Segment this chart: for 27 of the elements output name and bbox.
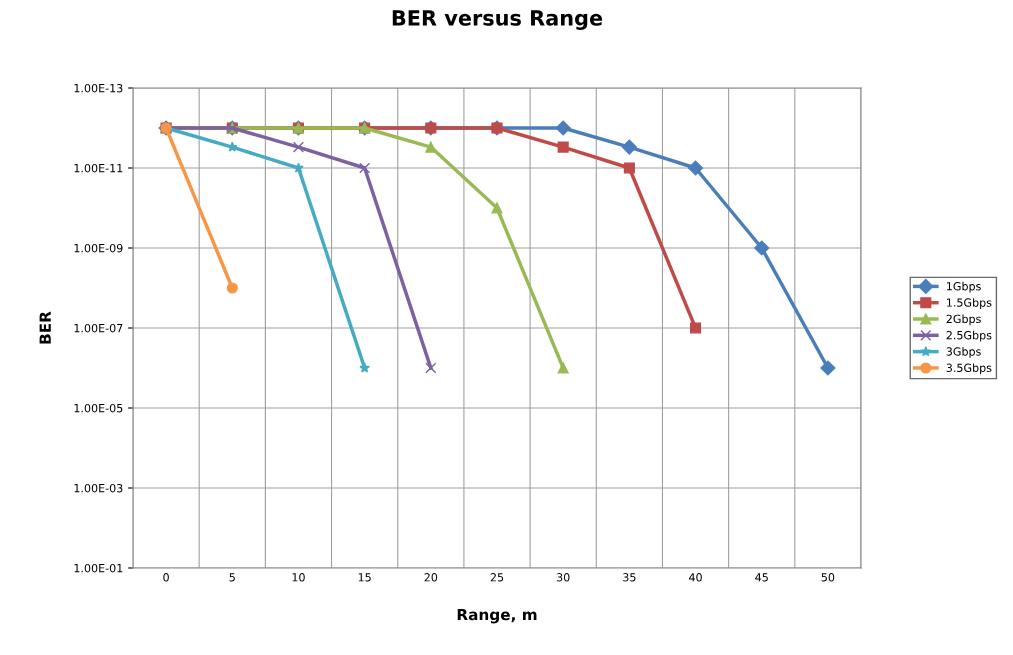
legend-label: 3.5Gbps bbox=[946, 363, 992, 375]
legend-label: 1Gbps bbox=[947, 281, 981, 293]
y-tick-label: 1.00E-03 bbox=[74, 483, 123, 493]
x-tick-label: 0 bbox=[163, 573, 169, 582]
x-tick-label: 15 bbox=[358, 573, 371, 582]
x-tick-label: 45 bbox=[755, 573, 768, 582]
x-tick-label: 5 bbox=[229, 573, 235, 582]
x-axis-title: Range, m bbox=[457, 608, 537, 624]
chart-title: BER versus Range bbox=[392, 10, 603, 30]
y-tick-label: 1.00E-05 bbox=[74, 403, 123, 413]
x-tick-label: 40 bbox=[689, 573, 702, 582]
y-tick-label: 1.00E-07 bbox=[74, 323, 123, 333]
y-axis-title: BER bbox=[39, 311, 51, 344]
x-tick-label: 35 bbox=[623, 573, 636, 582]
x-tick-label: 25 bbox=[490, 573, 504, 582]
legend-label: 2.5Gbps bbox=[946, 330, 992, 342]
x-tick-label: 20 bbox=[424, 573, 438, 582]
legend-label: 2Gbps bbox=[946, 314, 981, 326]
x-tick-label: 30 bbox=[556, 573, 570, 582]
x-tick-label: 10 bbox=[292, 573, 305, 582]
y-tick-label: 1.00E-09 bbox=[74, 243, 123, 253]
y-tick-label: 1.00E-11 bbox=[74, 163, 123, 173]
x-tick-label: 50 bbox=[821, 573, 835, 582]
legend-label: 1.5Gbps bbox=[947, 298, 992, 309]
legend-label: 3Gbps bbox=[946, 347, 981, 358]
y-tick-label: 1.00E-01 bbox=[74, 563, 123, 573]
y-tick-label: 1.00E-13 bbox=[74, 83, 123, 93]
